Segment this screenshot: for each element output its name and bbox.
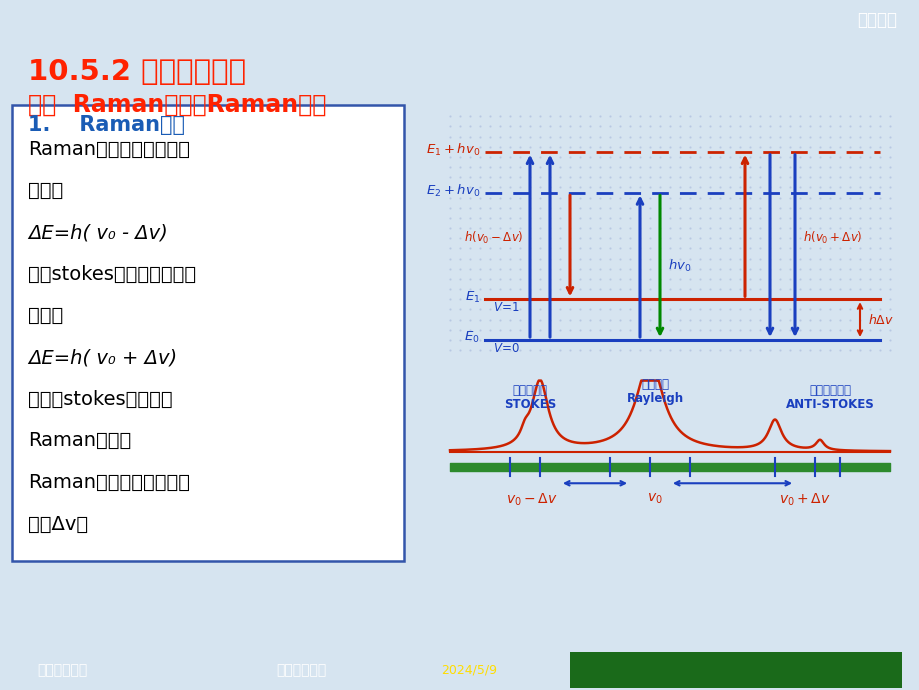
Text: 率差Δv。: 率差Δv。	[28, 515, 88, 534]
Text: 2024/5/9: 2024/5/9	[441, 664, 497, 676]
Text: Raman散射光与入射光频: Raman散射光与入射光频	[28, 473, 190, 492]
Text: 1.    Raman散射: 1. Raman散射	[28, 115, 185, 135]
Text: $v_0-\Delta v$: $v_0-\Delta v$	[505, 491, 557, 508]
Text: 10.5.2 拉曼光谱原理: 10.5.2 拉曼光谱原理	[28, 59, 246, 86]
Text: $E_1$: $E_1$	[464, 290, 480, 305]
Text: STOKES: STOKES	[504, 398, 555, 411]
Text: 产生反stokes线；弱。: 产生反stokes线；弱。	[28, 390, 173, 408]
Text: $E_1+hv_0$: $E_1+hv_0$	[425, 141, 480, 158]
Text: 产生stokes线；强；基态分: 产生stokes线；强；基态分	[28, 265, 196, 284]
Text: ΔE=h( v₀ + Δv): ΔE=h( v₀ + Δv)	[28, 348, 177, 367]
Text: 国家精品课程: 国家精品课程	[276, 663, 326, 677]
Text: $h\Delta v$: $h\Delta v$	[867, 313, 893, 326]
FancyBboxPatch shape	[12, 105, 403, 560]
Text: Rayleigh: Rayleigh	[626, 392, 683, 405]
Text: 子多。: 子多。	[28, 306, 63, 326]
Text: 大连理工大学: 大连理工大学	[37, 663, 87, 677]
Text: $E_2+hv_0$: $E_2+hv_0$	[425, 182, 480, 199]
Text: $V\!=\!1$: $V\!=\!1$	[493, 302, 519, 314]
Text: 反斯托克斯线: 反斯托克斯线	[808, 384, 850, 397]
Text: $v_0$: $v_0$	[646, 491, 662, 506]
Text: $h(v_0-\Delta v)$: $h(v_0-\Delta v)$	[464, 230, 524, 246]
Text: $hv_0$: $hv_0$	[667, 258, 691, 274]
Text: $v_0+\Delta v$: $v_0+\Delta v$	[778, 491, 830, 508]
Bar	[570, 652, 901, 688]
Text: 瑞利散射: 瑞利散射	[641, 377, 668, 391]
Text: 一、  Raman散射与Raman位移: 一、 Raman散射与Raman位移	[28, 93, 326, 117]
Text: 斯托克斯线: 斯托克斯线	[512, 384, 547, 397]
Text: $V\!=\!0$: $V\!=\!0$	[493, 342, 520, 355]
Text: 量差：: 量差：	[28, 181, 63, 200]
Text: Raman散射的两种跃迁能: Raman散射的两种跃迁能	[28, 139, 190, 159]
Text: $E_0$: $E_0$	[464, 331, 480, 346]
Text: Raman位移：: Raman位移：	[28, 431, 131, 451]
Text: ANTI-STOKES: ANTI-STOKES	[785, 398, 873, 411]
Text: 仪器分析: 仪器分析	[857, 11, 896, 29]
Text: ΔE=h( v₀ - Δv): ΔE=h( v₀ - Δv)	[28, 223, 167, 242]
Text: $h(v_0+\Delta v)$: $h(v_0+\Delta v)$	[802, 230, 862, 246]
